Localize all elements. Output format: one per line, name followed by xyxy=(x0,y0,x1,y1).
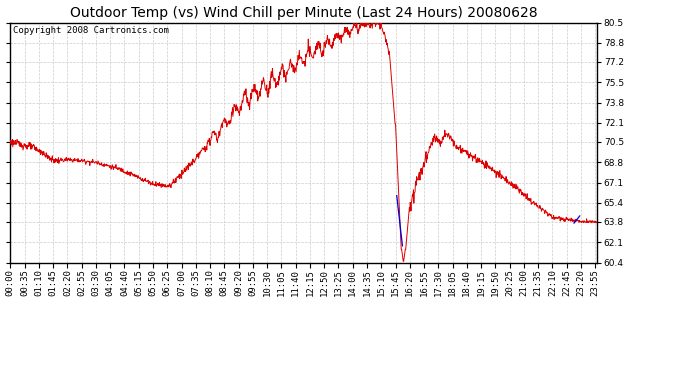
Text: Copyright 2008 Cartronics.com: Copyright 2008 Cartronics.com xyxy=(13,26,169,35)
Title: Outdoor Temp (vs) Wind Chill per Minute (Last 24 Hours) 20080628: Outdoor Temp (vs) Wind Chill per Minute … xyxy=(70,6,538,20)
